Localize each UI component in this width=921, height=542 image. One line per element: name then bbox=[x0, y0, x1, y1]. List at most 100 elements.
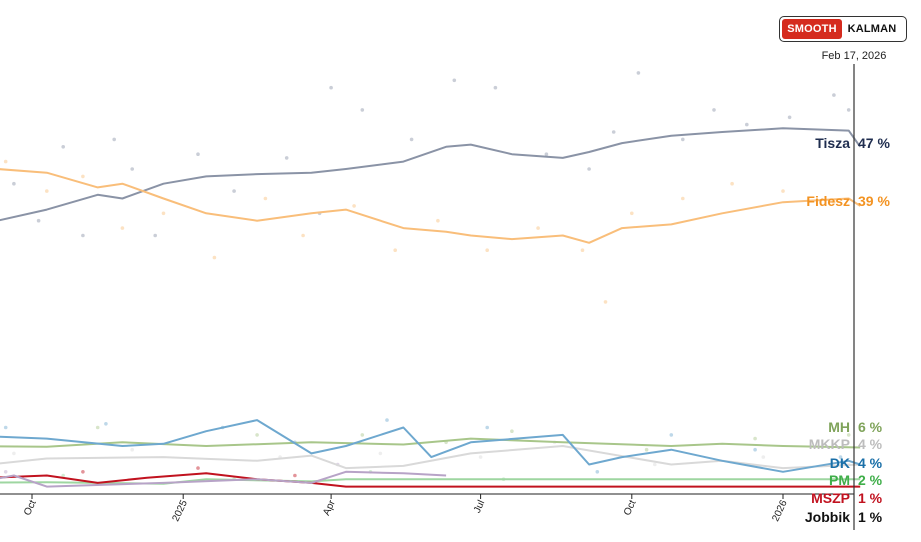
mkkp-series-value: 4 % bbox=[858, 436, 883, 452]
jobbik-series-name: Jobbik bbox=[805, 509, 850, 525]
kalman-option[interactable]: KALMAN bbox=[847, 23, 897, 35]
mszp-poll-point bbox=[293, 473, 297, 478]
mszp-series-value: 1 % bbox=[858, 490, 883, 506]
jobbik-trend-line bbox=[0, 470, 447, 488]
tisza-poll-point bbox=[832, 93, 836, 97]
mkkp-poll-point bbox=[761, 455, 766, 459]
mszp-poll-point bbox=[196, 466, 200, 470]
pm-series-value: 2 % bbox=[858, 472, 883, 488]
fidesz-poll-point bbox=[485, 248, 490, 252]
mh-trend-line bbox=[0, 437, 861, 449]
fidesz-poll-point bbox=[393, 248, 398, 252]
dk-series-value: 4 % bbox=[858, 455, 883, 471]
poll-dots bbox=[3, 71, 851, 482]
tisza-trend-line bbox=[0, 127, 862, 222]
dk-poll-point bbox=[104, 422, 108, 426]
mh-series-name: MH bbox=[828, 419, 850, 435]
mh-poll-point bbox=[360, 433, 365, 437]
mszp-series-name: MSZP bbox=[811, 490, 850, 506]
dk-poll-point bbox=[385, 418, 389, 422]
jobbik-poll-point bbox=[3, 470, 8, 474]
tisza-poll-point bbox=[587, 167, 591, 171]
tisza-poll-point bbox=[636, 71, 641, 75]
mkkp-series-name: MKKP bbox=[809, 436, 850, 452]
fidesz-poll-point bbox=[781, 189, 785, 193]
dk-trend-line bbox=[0, 419, 861, 473]
tisza-poll-point bbox=[232, 189, 236, 193]
tisza-poll-point bbox=[493, 85, 498, 90]
x-tick-label: Jul bbox=[472, 499, 487, 515]
tisza-poll-point bbox=[544, 152, 549, 156]
trend-lines bbox=[0, 127, 862, 488]
mszp-trend-line bbox=[0, 472, 861, 488]
fidesz-poll-point bbox=[263, 196, 268, 201]
current-date-label: Feb 17, 2026 bbox=[821, 50, 887, 62]
tisza-poll-point bbox=[846, 108, 851, 112]
mh-poll-point bbox=[846, 433, 851, 437]
mszp-poll-point bbox=[81, 470, 85, 474]
tisza-poll-point bbox=[712, 108, 716, 112]
tisza-poll-point bbox=[130, 167, 134, 171]
mh-poll-point bbox=[95, 425, 100, 430]
fidesz-poll-point bbox=[436, 218, 440, 223]
fidesz-poll-point bbox=[161, 211, 166, 216]
jobbik-series-value: 1 % bbox=[858, 509, 883, 525]
tisza-series-name: Tisza bbox=[815, 135, 850, 151]
x-tick-label: Oct bbox=[22, 498, 39, 517]
fidesz-poll-point bbox=[212, 255, 217, 260]
mh-poll-point bbox=[510, 429, 514, 434]
dk-series-name: DK bbox=[830, 455, 850, 471]
pm-series-name: PM bbox=[829, 472, 850, 488]
tisza-poll-point bbox=[36, 218, 41, 223]
x-tick-label: 2025 bbox=[171, 498, 191, 523]
tisza-poll-point bbox=[329, 85, 333, 90]
mh-poll-point bbox=[753, 436, 757, 441]
pm-poll-point bbox=[61, 473, 65, 478]
mkkp-poll-point bbox=[653, 462, 657, 467]
tisza-poll-point bbox=[611, 130, 616, 134]
tisza-poll-point bbox=[61, 145, 65, 149]
tisza-poll-point bbox=[12, 181, 16, 186]
fidesz-trend-line bbox=[0, 168, 861, 244]
x-tick-label: 2026 bbox=[770, 498, 790, 523]
tisza-poll-point bbox=[681, 137, 685, 142]
dk-poll-point bbox=[595, 470, 600, 474]
fidesz-poll-point bbox=[536, 226, 540, 230]
tisza-poll-point bbox=[284, 156, 289, 160]
x-tick-label: Apr bbox=[321, 498, 338, 517]
fidesz-poll-point bbox=[603, 300, 608, 304]
smooth-kalman-toggle[interactable]: SMOOTH KALMAN bbox=[779, 16, 907, 42]
tisza-poll-point bbox=[112, 137, 116, 142]
series-labels: Tisza 47 % Fidesz 39 % MH 6 % MKKP 4 % DK 4 % PM 2 … bbox=[805, 135, 891, 525]
mh-poll-point bbox=[255, 433, 259, 437]
mkkp-poll-point bbox=[478, 455, 483, 459]
fidesz-poll-point bbox=[730, 181, 734, 186]
mh-poll-point bbox=[644, 447, 649, 452]
dk-poll-point bbox=[753, 447, 757, 452]
fidesz-poll-point bbox=[630, 211, 634, 216]
fidesz-poll-point bbox=[352, 204, 356, 208]
fidesz-series-name: Fidesz bbox=[806, 193, 850, 209]
tisza-poll-point bbox=[452, 78, 457, 83]
fidesz-series-value: 39 % bbox=[858, 193, 890, 209]
tisza-poll-point bbox=[360, 108, 365, 112]
x-axis: Oct 2025 Apr Jul Oct 2026 bbox=[22, 494, 790, 523]
fidesz-poll-point bbox=[832, 200, 836, 204]
tisza-poll-point bbox=[787, 115, 792, 120]
tisza-poll-point bbox=[81, 233, 85, 238]
fidesz-poll-point bbox=[681, 196, 685, 201]
mh-series-value: 6 % bbox=[858, 419, 883, 435]
fidesz-poll-point bbox=[81, 174, 85, 179]
smooth-option[interactable]: SMOOTH bbox=[782, 19, 842, 39]
tisza-poll-point bbox=[745, 122, 749, 127]
x-tick-label: Oct bbox=[622, 498, 639, 517]
dk-poll-point bbox=[838, 455, 843, 459]
mkkp-poll-point bbox=[12, 451, 16, 456]
tisza-poll-point bbox=[409, 137, 414, 142]
dk-poll-point bbox=[485, 425, 490, 430]
dk-poll-point bbox=[669, 433, 674, 437]
mkkp-poll-point bbox=[130, 447, 134, 452]
mkkp-poll-point bbox=[378, 451, 383, 456]
fidesz-poll-point bbox=[120, 226, 125, 230]
